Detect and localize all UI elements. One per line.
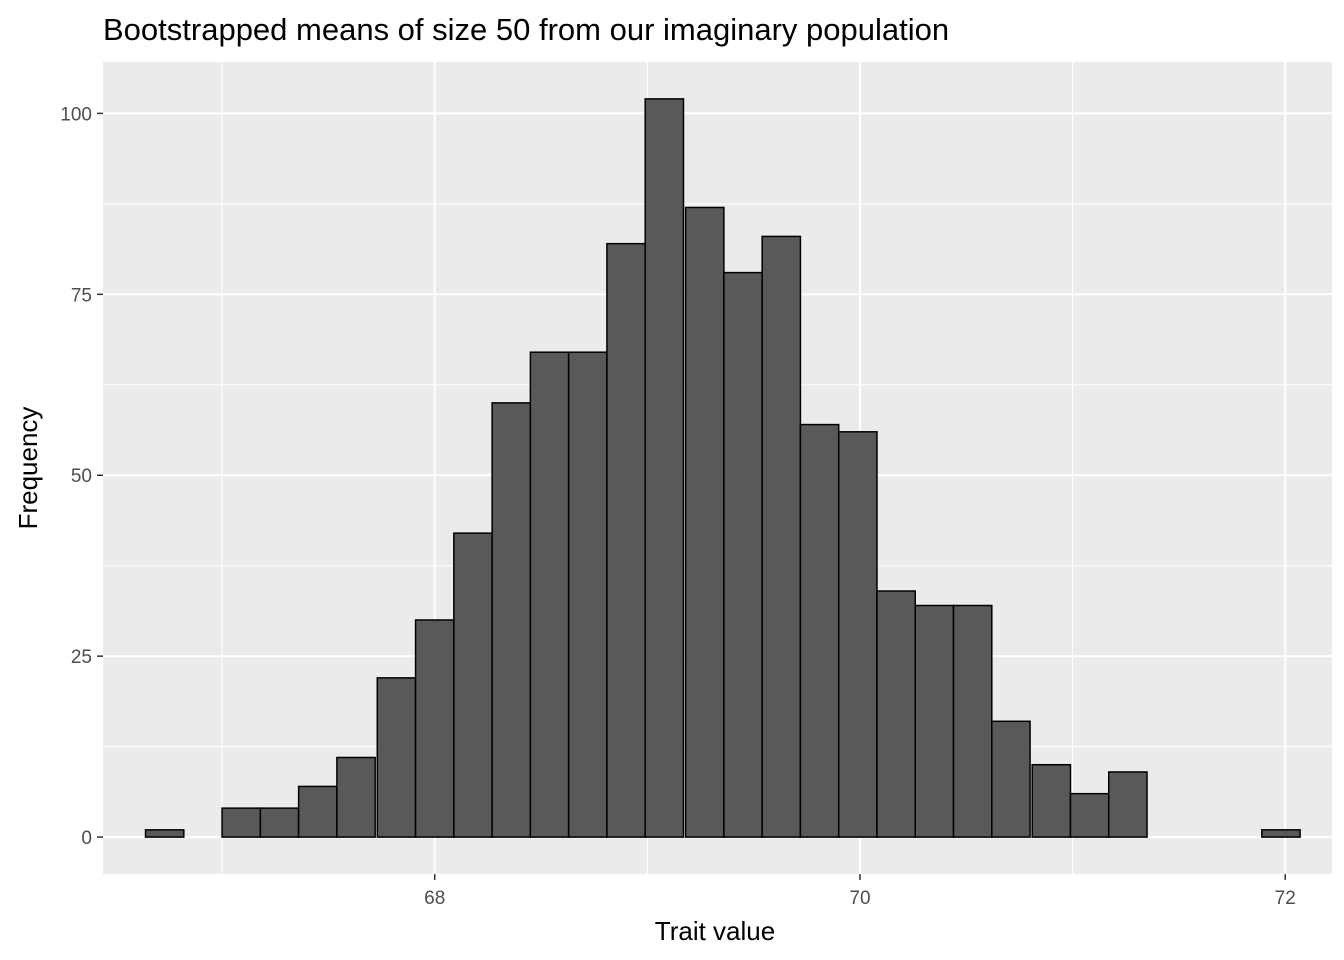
histogram-bar (297, 785, 338, 838)
y-tick-label: 25 (71, 647, 92, 668)
y-tick-label: 75 (71, 285, 92, 306)
histogram-bar (644, 98, 685, 838)
histogram-bar (567, 351, 608, 838)
histogram-bar (1107, 771, 1148, 838)
histogram-bar (914, 604, 955, 838)
y-axis-title: Frequency (13, 407, 43, 530)
histogram-bar (876, 590, 916, 838)
histogram-bar (761, 235, 802, 838)
histogram-bar (684, 206, 725, 838)
histogram-bar (491, 402, 532, 838)
histogram-bar (952, 604, 993, 838)
histogram-bar (991, 720, 1031, 838)
histogram-bar (1031, 763, 1072, 838)
histogram-bar (1261, 829, 1301, 838)
histogram-bar (414, 619, 455, 838)
histogram-bar (799, 423, 840, 838)
histogram-bars (144, 98, 1301, 838)
histogram-bar (144, 829, 185, 838)
histogram-bar (453, 532, 493, 838)
histogram-bar (837, 431, 878, 838)
x-tick-label: 72 (1275, 888, 1296, 909)
x-axis-title: Trait value (655, 916, 775, 946)
y-axis-ticks: 0 25 50 75 100 (60, 104, 103, 849)
y-tick-label: 0 (81, 828, 92, 849)
x-tick-label: 68 (424, 888, 445, 909)
histogram-bar (606, 242, 646, 838)
chart-title: Bootstrapped means of size 50 from our i… (103, 12, 949, 47)
x-tick-label: 70 (849, 888, 870, 909)
y-tick-label: 100 (60, 104, 92, 125)
histogram-bar (1069, 792, 1110, 838)
x-axis-ticks: 68 70 72 (424, 874, 1296, 909)
histogram-bar (221, 807, 262, 838)
histogram-bar (376, 677, 417, 838)
histogram-bar (529, 351, 570, 838)
y-tick-label: 50 (71, 466, 92, 487)
histogram-bar (336, 756, 376, 838)
histogram-bar (259, 807, 300, 838)
histogram-bar (723, 271, 763, 838)
